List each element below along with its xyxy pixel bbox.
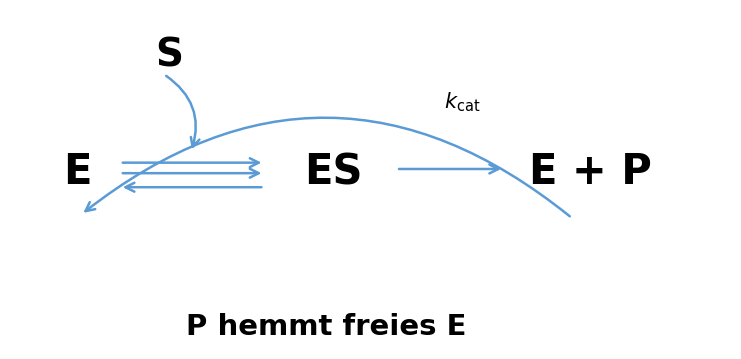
Text: E: E — [63, 151, 92, 194]
Text: ES: ES — [305, 151, 363, 194]
Text: E + P: E + P — [529, 151, 652, 194]
Text: P hemmt freies E: P hemmt freies E — [186, 313, 467, 341]
Text: $k_{\mathrm{cat}}$: $k_{\mathrm{cat}}$ — [444, 90, 480, 114]
Text: S: S — [155, 36, 183, 74]
